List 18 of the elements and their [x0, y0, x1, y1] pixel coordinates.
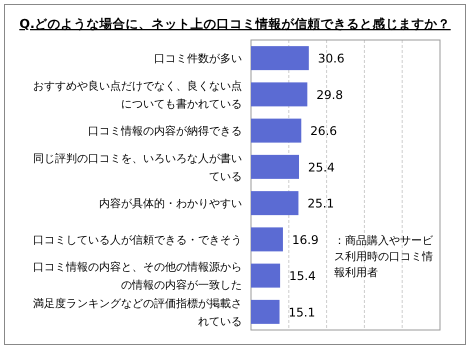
annotation: ：商品購入やサービス利用時の口コミ情報利用者 — [334, 234, 434, 279]
data-label: 26.6 — [310, 124, 337, 138]
data-label: 15.1 — [288, 305, 316, 320]
y-tick-label: 口コミ情報の内容と、その他の情報源からの情報の内容が一致した — [33, 260, 242, 292]
data-label: 25.4 — [308, 160, 335, 174]
y-tick-label: おすすめや良い点だけでなく、良くない点についても書かれている — [33, 79, 242, 110]
y-tick-label: 口コミ情報の内容が納得できる — [88, 124, 242, 138]
data-label: 15.4 — [289, 269, 316, 284]
y-tick-label: 口コミしている人が信頼できる・できそう — [33, 233, 242, 246]
data-label: 25.1 — [307, 196, 334, 211]
y-tick-label: 内容が具体的・わかりやすい — [99, 197, 242, 210]
y-tick-label: 口コミ件数が多い — [154, 52, 242, 66]
y-tick-label: 同じ評判の口コミを、いろいろな人が書いている — [33, 152, 242, 183]
title: Q.どのような場合に、ネット上の口コミ情報が信頼できると感じますか？ — [19, 16, 451, 31]
data-label: 29.8 — [316, 88, 344, 102]
data-label: 16.9 — [292, 232, 319, 247]
data-label: 30.6 — [318, 52, 345, 66]
y-tick-label: 満足度ランキングなどの評価指標が掲載されている — [33, 296, 242, 328]
